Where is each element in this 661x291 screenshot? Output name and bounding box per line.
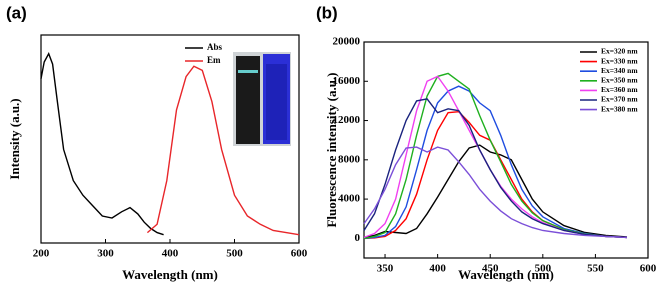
legend-label: Ex=350 nm [601, 76, 638, 85]
legend-label: Ex=330 nm [601, 56, 638, 65]
x-tick-label: 500 [535, 263, 552, 275]
x-tick-label: 550 [587, 263, 604, 275]
meniscus [238, 70, 258, 73]
y-axis-label: Fluorescence intensity (a.u.) [324, 72, 339, 227]
x-axis-label: Wavelength (nm) [458, 267, 554, 282]
x-tick-label: 450 [482, 263, 499, 275]
series-line [40, 52, 164, 236]
series-line [146, 65, 300, 236]
legend-label: Abs [207, 42, 223, 52]
series-line [363, 98, 628, 239]
legend-label: Ex=380 nm [601, 104, 638, 113]
y-tick-label: 8000 [338, 153, 361, 165]
series-line [363, 85, 628, 240]
cuvette-dark [236, 56, 260, 144]
legend-label: Ex=340 nm [601, 66, 638, 75]
y-tick-label: 4000 [338, 193, 361, 205]
x-tick-label: 600 [291, 248, 308, 260]
x-tick-label: 400 [162, 248, 179, 260]
x-tick-label: 350 [377, 263, 394, 275]
series-line [363, 146, 628, 239]
y-tick-label: 16000 [333, 75, 361, 87]
panel-label: (b) [316, 3, 338, 22]
y-tick-label: 12000 [333, 114, 361, 126]
legend-label: Ex=320 nm [601, 47, 638, 56]
series-line [363, 144, 628, 239]
series-line [363, 110, 628, 240]
x-tick-label: 200 [33, 248, 50, 260]
inset-photo [233, 52, 291, 146]
plot-frame [363, 41, 649, 259]
y-axis-label: Intensity (a.u.) [7, 98, 22, 179]
legend-label: Ex=370 nm [601, 95, 638, 104]
x-tick-label: 400 [429, 263, 446, 275]
cuvette-liquid [266, 64, 287, 140]
legend-label: Ex=360 nm [601, 85, 638, 94]
x-tick-label: 500 [226, 248, 243, 260]
y-tick-label: 0 [355, 232, 361, 244]
x-tick-label: 300 [97, 248, 114, 260]
y-tick-label: 20000 [333, 36, 361, 48]
legend-label: Em [207, 55, 221, 65]
x-tick-label: 600 [640, 263, 657, 275]
series-line [363, 72, 628, 240]
panel-label: (a) [6, 3, 27, 22]
x-axis-label: Wavelength (nm) [122, 267, 218, 282]
